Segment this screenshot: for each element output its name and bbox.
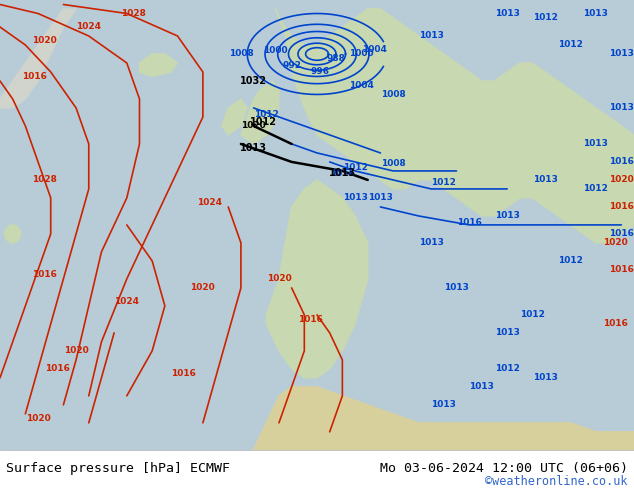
- Text: 1012: 1012: [533, 14, 558, 23]
- Text: 1013: 1013: [368, 194, 393, 202]
- Text: 1012: 1012: [250, 117, 276, 127]
- Text: 1020: 1020: [190, 283, 216, 293]
- Text: 1016: 1016: [609, 229, 634, 239]
- Text: 1024: 1024: [76, 23, 101, 31]
- Text: 1013: 1013: [495, 211, 520, 220]
- Text: Surface pressure [hPa] ECMWF: Surface pressure [hPa] ECMWF: [6, 462, 230, 475]
- Text: 1013: 1013: [609, 49, 634, 58]
- Text: 1016: 1016: [171, 369, 197, 378]
- Text: 1012: 1012: [520, 310, 545, 319]
- Text: 1008: 1008: [228, 49, 254, 58]
- Text: 1013: 1013: [329, 168, 356, 178]
- Text: 1012: 1012: [431, 178, 456, 187]
- Text: 1013: 1013: [418, 239, 444, 247]
- Text: 1016: 1016: [609, 266, 634, 274]
- Text: 996: 996: [311, 68, 330, 76]
- Text: 1012: 1012: [558, 41, 583, 49]
- Text: 1013: 1013: [495, 9, 520, 18]
- Text: 1013: 1013: [418, 31, 444, 41]
- Polygon shape: [222, 99, 247, 135]
- Ellipse shape: [4, 225, 20, 243]
- Text: 1020: 1020: [241, 122, 266, 130]
- Text: 1020: 1020: [266, 274, 292, 283]
- Text: 1016: 1016: [456, 218, 482, 227]
- Text: ©weatheronline.co.uk: ©weatheronline.co.uk: [485, 475, 628, 488]
- Polygon shape: [355, 9, 418, 81]
- Text: 1032: 1032: [240, 76, 267, 86]
- Polygon shape: [0, 9, 76, 108]
- Text: 1012: 1012: [583, 184, 609, 194]
- Text: 1013: 1013: [342, 194, 368, 202]
- Polygon shape: [241, 81, 279, 144]
- Text: 1008: 1008: [380, 159, 406, 168]
- Text: 1028: 1028: [120, 9, 146, 18]
- Text: 1020: 1020: [63, 346, 89, 355]
- Polygon shape: [139, 54, 178, 76]
- Text: 1016: 1016: [609, 202, 634, 211]
- Polygon shape: [254, 387, 634, 450]
- Text: 1016: 1016: [44, 365, 70, 373]
- Text: 1013: 1013: [431, 400, 456, 409]
- Text: 1013: 1013: [240, 143, 267, 152]
- Text: 1016: 1016: [609, 157, 634, 167]
- Text: 1020: 1020: [609, 175, 634, 184]
- Text: 1024: 1024: [197, 198, 222, 207]
- Text: 1028: 1028: [32, 175, 57, 184]
- Text: 1016: 1016: [32, 270, 57, 279]
- Text: 1016: 1016: [298, 315, 323, 324]
- Text: 1020: 1020: [32, 36, 57, 45]
- Text: 1012: 1012: [342, 163, 368, 172]
- Text: 1004: 1004: [361, 45, 387, 54]
- Text: 1013: 1013: [469, 382, 495, 392]
- Text: 1013: 1013: [609, 103, 634, 113]
- Text: 1020: 1020: [25, 414, 51, 423]
- Text: Mo 03-06-2024 12:00 UTC (06+06): Mo 03-06-2024 12:00 UTC (06+06): [380, 462, 628, 475]
- Text: 1000: 1000: [264, 46, 288, 55]
- Text: 1004: 1004: [349, 81, 374, 90]
- Polygon shape: [266, 180, 368, 378]
- Text: 1012: 1012: [558, 256, 583, 266]
- Text: 1008: 1008: [380, 90, 406, 99]
- Text: 1020: 1020: [602, 239, 628, 247]
- Text: 1013: 1013: [583, 140, 609, 148]
- Text: 1016: 1016: [330, 169, 355, 178]
- Text: 1013: 1013: [583, 9, 609, 18]
- Text: 1012: 1012: [495, 365, 520, 373]
- Text: 988: 988: [327, 54, 346, 63]
- Text: 1016: 1016: [22, 72, 48, 81]
- Text: 1016: 1016: [602, 319, 628, 328]
- Text: 1000: 1000: [349, 49, 373, 58]
- Text: 1012: 1012: [254, 110, 279, 119]
- Text: 1013: 1013: [533, 373, 558, 382]
- Text: 1024: 1024: [114, 297, 139, 306]
- Polygon shape: [276, 9, 634, 243]
- Text: 1013: 1013: [495, 328, 520, 338]
- Text: 1013: 1013: [444, 283, 469, 293]
- Text: 992: 992: [282, 61, 301, 70]
- Text: 1013: 1013: [533, 175, 558, 184]
